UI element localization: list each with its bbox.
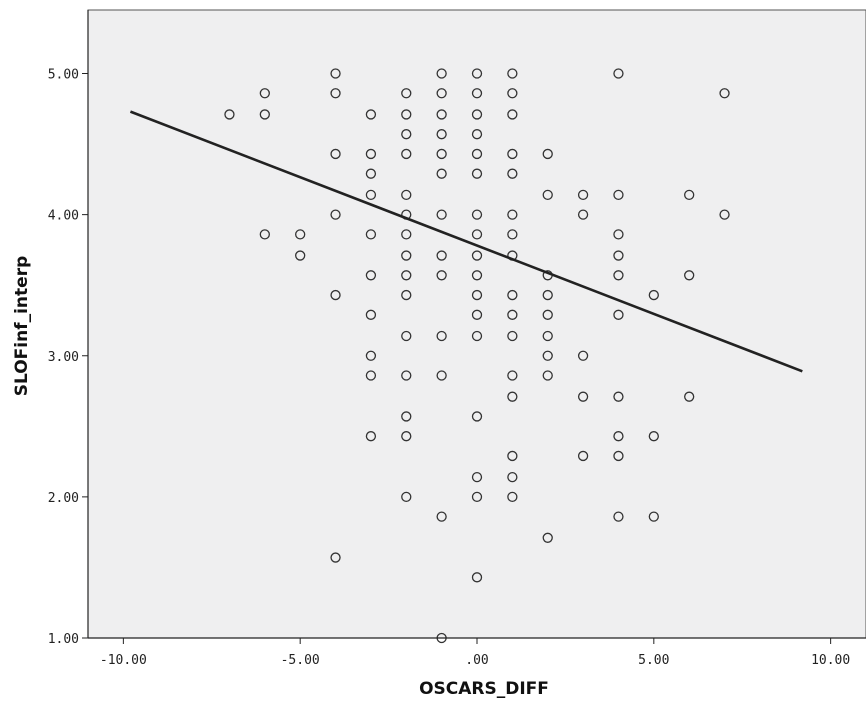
y-tick-label: 2.00 <box>48 491 79 506</box>
x-tick-label: .00 <box>465 653 488 668</box>
x-tick-label: -5.00 <box>281 653 320 668</box>
x-tick-label: 5.00 <box>638 653 669 668</box>
plot-area <box>88 10 866 638</box>
x-tick-label: 10.00 <box>811 653 850 668</box>
y-tick-label: 4.00 <box>48 209 79 224</box>
y-tick-label: 3.00 <box>48 350 79 365</box>
x-tick-label: -10.00 <box>100 653 147 668</box>
y-axis-ticks: 1.00 2.00 3.00 4.00 5.00 <box>48 68 88 647</box>
x-axis-ticks: -10.00 -5.00 .00 5.00 10.00 <box>100 638 850 668</box>
x-axis-title: OSCARS_DIFF <box>419 679 549 699</box>
y-tick-label: 5.00 <box>48 68 79 83</box>
y-tick-label: 1.00 <box>48 632 79 647</box>
y-axis-title: SLOFinf_interp <box>12 256 32 397</box>
